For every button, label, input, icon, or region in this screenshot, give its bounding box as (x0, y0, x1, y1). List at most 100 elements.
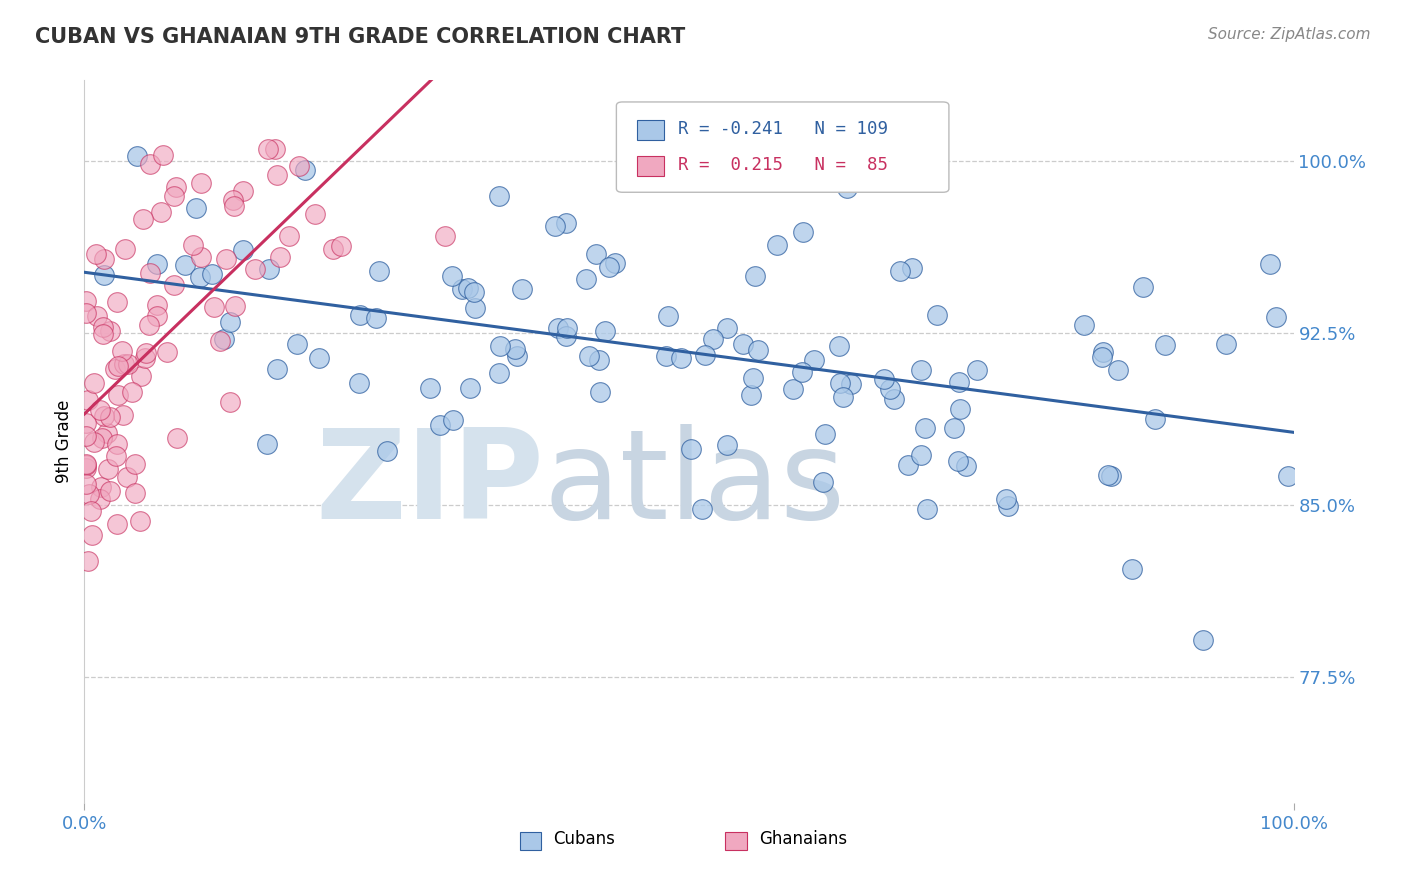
Text: CUBAN VS GHANAIAN 9TH GRADE CORRELATION CHART: CUBAN VS GHANAIAN 9TH GRADE CORRELATION … (35, 27, 685, 46)
Point (105, 436, 128, 450)
Point (598, 260, 620, 275)
Point (111, 408, 134, 422)
Point (166, 431, 188, 445)
Point (76, 393, 98, 408)
Point (464, 301, 486, 315)
Point (93, 409, 115, 424)
Point (114, 242, 136, 256)
Point (1215, 337, 1237, 351)
Point (75, 461, 97, 475)
Point (681, 442, 703, 457)
Point (83, 376, 105, 391)
Point (463, 285, 485, 299)
Point (915, 502, 938, 516)
Point (188, 269, 211, 284)
Point (1101, 468, 1123, 483)
Point (1265, 310, 1288, 324)
Point (595, 324, 617, 338)
Point (505, 349, 527, 363)
Point (79, 487, 101, 501)
Point (138, 318, 160, 332)
Point (121, 385, 143, 400)
Point (75, 458, 97, 472)
Point (165, 179, 187, 194)
Point (657, 309, 679, 323)
Point (115, 470, 138, 484)
Point (1143, 411, 1166, 425)
Point (948, 376, 970, 390)
Point (1277, 469, 1299, 483)
Point (740, 388, 762, 402)
Point (285, 337, 308, 351)
Point (441, 269, 464, 284)
Point (146, 298, 169, 312)
Point (98, 409, 121, 424)
Point (105, 295, 128, 310)
Point (224, 299, 246, 313)
Point (80, 504, 103, 518)
Point (93, 268, 115, 282)
Point (219, 315, 242, 329)
Point (655, 349, 678, 363)
Point (105, 517, 128, 532)
Point (90, 481, 112, 495)
Point (145, 257, 167, 271)
Point (104, 362, 127, 376)
Point (1073, 318, 1095, 332)
Point (782, 382, 804, 396)
Point (107, 359, 129, 373)
Point (555, 321, 578, 335)
Point (943, 421, 966, 435)
Point (163, 278, 186, 293)
Text: ZIP: ZIP (315, 425, 544, 545)
Point (174, 258, 197, 272)
Point (304, 207, 326, 221)
Point (966, 363, 988, 377)
Point (543, 219, 565, 234)
Point (75, 417, 97, 431)
Point (828, 338, 851, 352)
Point (828, 376, 851, 390)
Bar (520, 831, 541, 850)
Point (811, 475, 834, 490)
Point (364, 310, 387, 325)
Point (995, 492, 1018, 507)
Point (1192, 632, 1215, 647)
Point (294, 163, 316, 178)
Point (488, 339, 510, 353)
Point (86, 309, 108, 323)
Point (901, 260, 924, 275)
Point (457, 281, 479, 295)
Point (222, 199, 245, 213)
Point (347, 376, 370, 390)
Point (873, 372, 896, 386)
Point (690, 502, 713, 516)
Bar (725, 831, 747, 850)
Point (1091, 351, 1114, 365)
Point (146, 310, 169, 324)
Point (419, 381, 441, 395)
Point (111, 344, 134, 359)
Point (702, 333, 724, 347)
Point (139, 267, 162, 281)
Point (433, 229, 456, 244)
Point (202, 300, 225, 314)
Point (914, 421, 936, 435)
Text: Cubans: Cubans (554, 830, 616, 848)
Point (949, 401, 972, 416)
Point (75, 476, 97, 491)
Point (585, 247, 607, 261)
Point (89, 491, 111, 506)
Point (910, 363, 932, 377)
Point (368, 264, 391, 278)
Point (96, 425, 118, 440)
Text: atlas: atlas (544, 425, 846, 545)
Point (733, 337, 755, 351)
Point (93, 252, 115, 267)
Point (156, 345, 179, 359)
Point (575, 272, 598, 286)
Point (1258, 257, 1281, 271)
Text: R = -0.241   N = 109: R = -0.241 N = 109 (678, 120, 889, 137)
Point (765, 237, 787, 252)
Point (1097, 468, 1119, 483)
